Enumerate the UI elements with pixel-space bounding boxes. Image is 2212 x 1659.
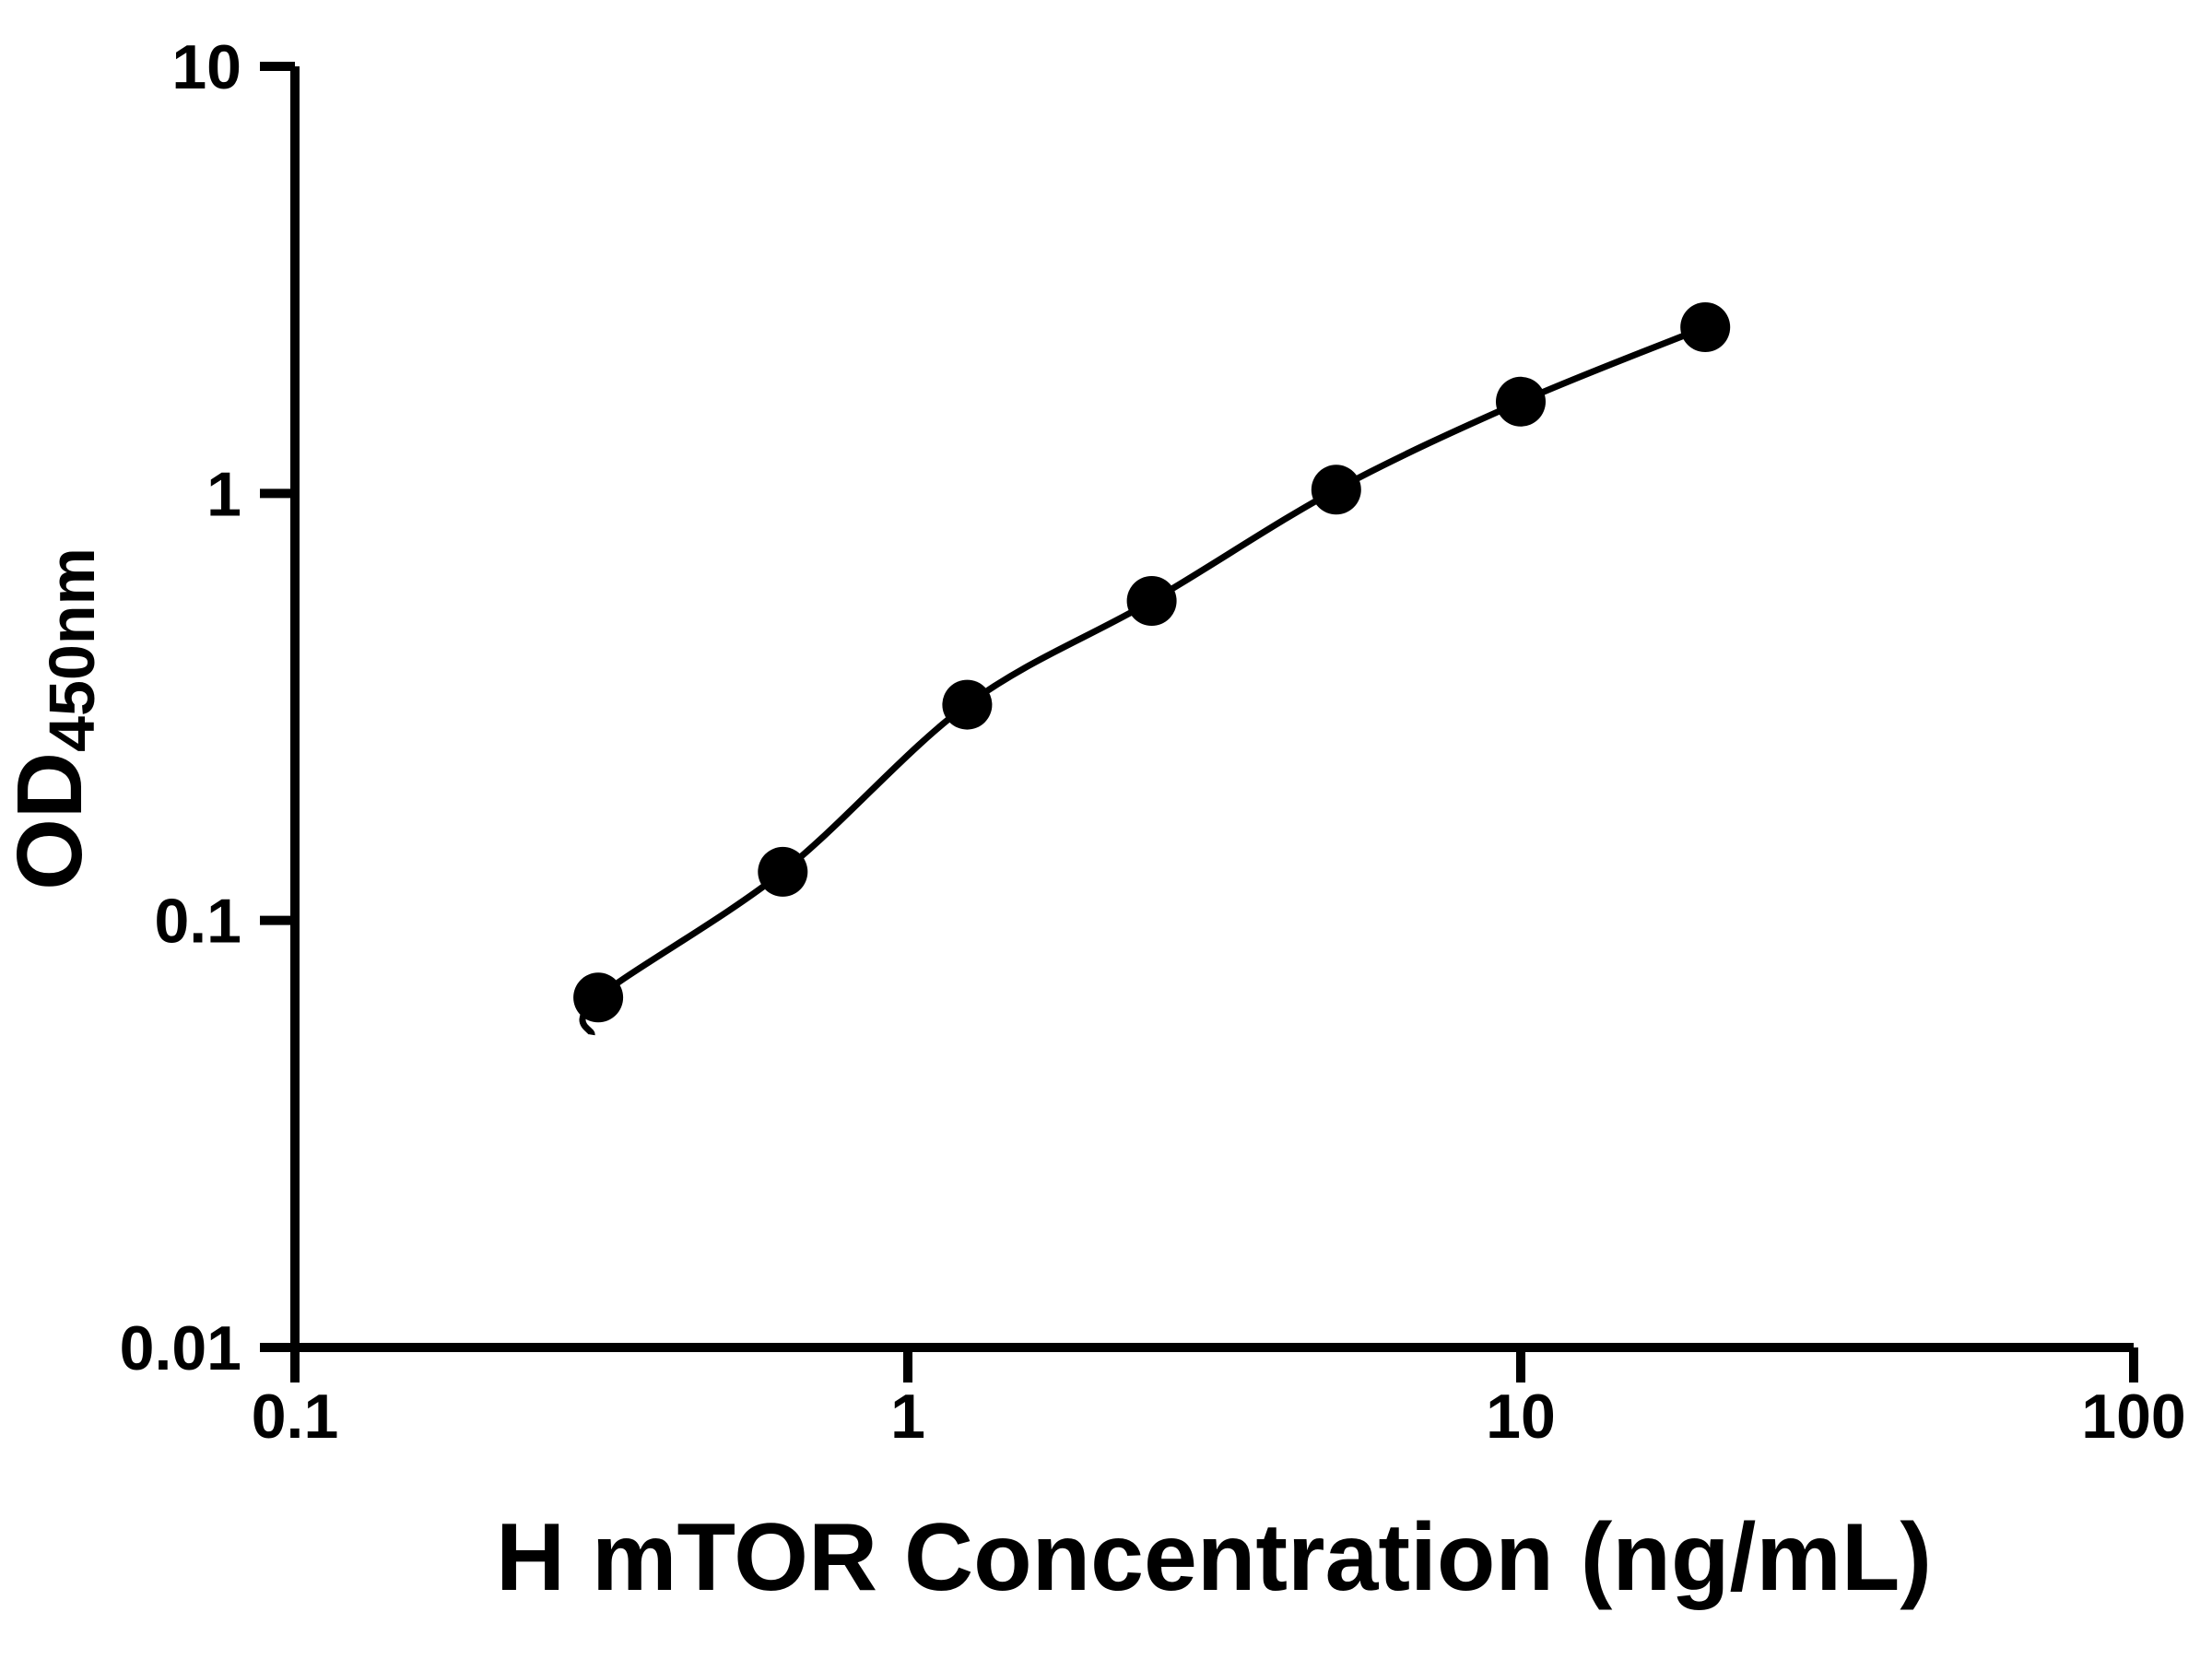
y-axis-title-main: OD xyxy=(0,752,101,890)
data-point xyxy=(1496,376,1546,427)
x-axis: 0.1 1 10 100 xyxy=(252,1347,2186,1452)
x-tick-label: 0.1 xyxy=(252,1382,339,1452)
fit-curve xyxy=(579,324,1707,1036)
y-axis: 0.01 0.1 1 10 xyxy=(120,32,295,1383)
axis-lines xyxy=(290,66,2134,1352)
data-point xyxy=(942,679,993,730)
data-point xyxy=(758,846,808,897)
y-tick-label: 10 xyxy=(171,32,241,102)
x-axis-title: H mTOR Concentration (ng/mL) xyxy=(496,1504,1932,1611)
y-tick-label: 0.01 xyxy=(120,1313,241,1383)
x-tick-label: 10 xyxy=(1486,1382,1556,1452)
y-tick-label: 0.1 xyxy=(154,887,241,957)
y-axis-title-sub: 450nm xyxy=(36,547,108,752)
x-tick-label: 1 xyxy=(890,1382,925,1452)
y-tick-label: 1 xyxy=(206,459,241,529)
data-point xyxy=(1126,576,1177,626)
data-point xyxy=(1680,302,1731,352)
y-axis-title: OD450nm xyxy=(0,547,108,890)
x-tick-label: 100 xyxy=(2081,1382,2185,1452)
data-points xyxy=(573,302,1731,1023)
data-point xyxy=(1311,465,1361,515)
data-point xyxy=(573,972,624,1023)
